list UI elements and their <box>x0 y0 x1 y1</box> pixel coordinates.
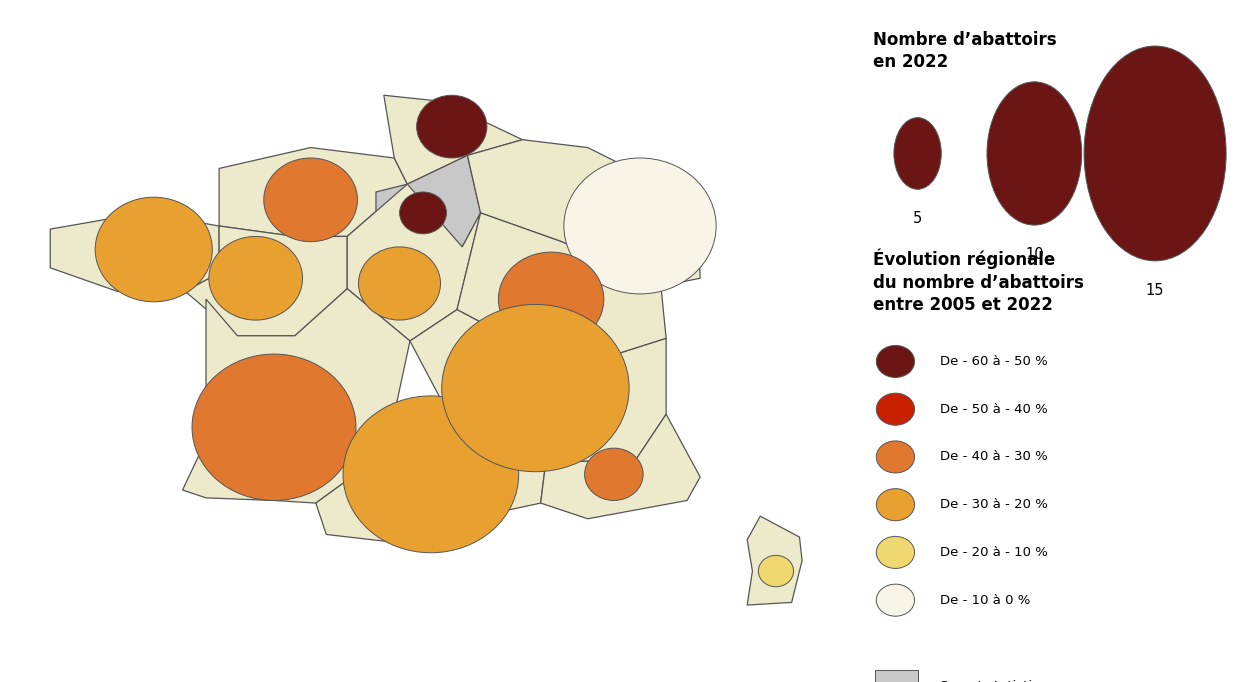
Text: Secret statistique: Secret statistique <box>940 680 1057 682</box>
Ellipse shape <box>585 448 643 501</box>
Ellipse shape <box>1084 46 1227 261</box>
Ellipse shape <box>759 555 794 587</box>
Text: 15: 15 <box>1146 282 1165 297</box>
Ellipse shape <box>877 488 915 521</box>
Ellipse shape <box>877 584 915 617</box>
Polygon shape <box>347 184 481 341</box>
Ellipse shape <box>442 304 629 472</box>
Text: 10: 10 <box>1025 247 1044 262</box>
Text: De - 20 à - 10 %: De - 20 à - 10 % <box>940 546 1048 559</box>
Polygon shape <box>185 226 347 336</box>
Text: 5: 5 <box>913 211 922 226</box>
Polygon shape <box>747 516 803 605</box>
Ellipse shape <box>400 192 447 234</box>
Ellipse shape <box>894 117 941 189</box>
Polygon shape <box>182 288 410 503</box>
Polygon shape <box>376 155 481 252</box>
Ellipse shape <box>988 82 1082 225</box>
Ellipse shape <box>359 247 440 320</box>
Text: De - 40 à - 30 %: De - 40 à - 30 % <box>940 450 1048 464</box>
Ellipse shape <box>416 95 487 158</box>
Ellipse shape <box>877 441 915 473</box>
Polygon shape <box>457 213 667 357</box>
Polygon shape <box>541 414 701 519</box>
Ellipse shape <box>877 345 915 377</box>
Text: De - 50 à - 40 %: De - 50 à - 40 % <box>940 402 1048 416</box>
Ellipse shape <box>209 237 303 320</box>
Polygon shape <box>316 414 546 542</box>
Ellipse shape <box>877 393 915 426</box>
Ellipse shape <box>192 354 356 501</box>
Polygon shape <box>384 95 522 184</box>
FancyBboxPatch shape <box>876 670 917 682</box>
Text: De - 30 à - 20 %: De - 30 à - 20 % <box>940 498 1048 512</box>
Ellipse shape <box>96 197 213 302</box>
Text: De - 10 à 0 %: De - 10 à 0 % <box>940 593 1030 607</box>
Ellipse shape <box>877 536 915 569</box>
Polygon shape <box>410 310 667 461</box>
Polygon shape <box>219 147 408 237</box>
Text: Nombre d’abattoirs
en 2022: Nombre d’abattoirs en 2022 <box>873 31 1057 71</box>
Text: De - 60 à - 50 %: De - 60 à - 50 % <box>940 355 1048 368</box>
Polygon shape <box>468 140 701 286</box>
Text: Évolution régionale
du nombre d’abattoirs
entre 2005 et 2022: Évolution régionale du nombre d’abattoir… <box>873 249 1084 314</box>
Ellipse shape <box>564 158 716 294</box>
Ellipse shape <box>343 396 518 552</box>
Ellipse shape <box>264 158 357 241</box>
Ellipse shape <box>498 252 604 346</box>
Polygon shape <box>50 213 219 291</box>
